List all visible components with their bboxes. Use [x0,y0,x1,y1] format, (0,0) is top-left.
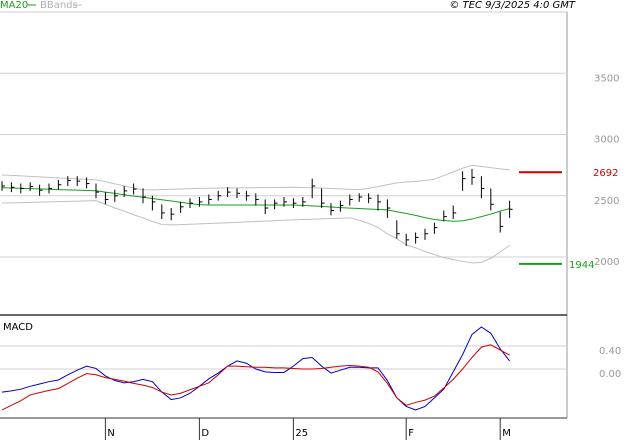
y-tick-label: 2000 [594,257,619,268]
bollinger-lower [1,200,510,264]
y-tick-label: 3500 [594,73,619,84]
legend-label: BBands [40,0,78,11]
x-tick-label: 25 [295,428,308,439]
x-tick-label: M [502,428,511,439]
x-tick-label: D [201,428,209,439]
x-tick-label: F [408,428,414,439]
macd-line [1,344,510,411]
level-label: 1944 [569,260,594,271]
source: © TEC 9/3/2025 4:0 GMT [449,0,576,11]
legend-label: MA20 [0,0,28,11]
y-tick-label: 2500 [594,196,619,207]
y-tick-label: 0.00 [599,369,621,380]
level-label: 2692 [593,168,618,179]
y-tick-label: 0.40 [599,346,621,357]
macd-line [1,326,510,411]
panel-title: MACD [3,322,33,333]
y-tick-label: 3000 [594,135,619,146]
x-tick-label: N [107,428,114,439]
